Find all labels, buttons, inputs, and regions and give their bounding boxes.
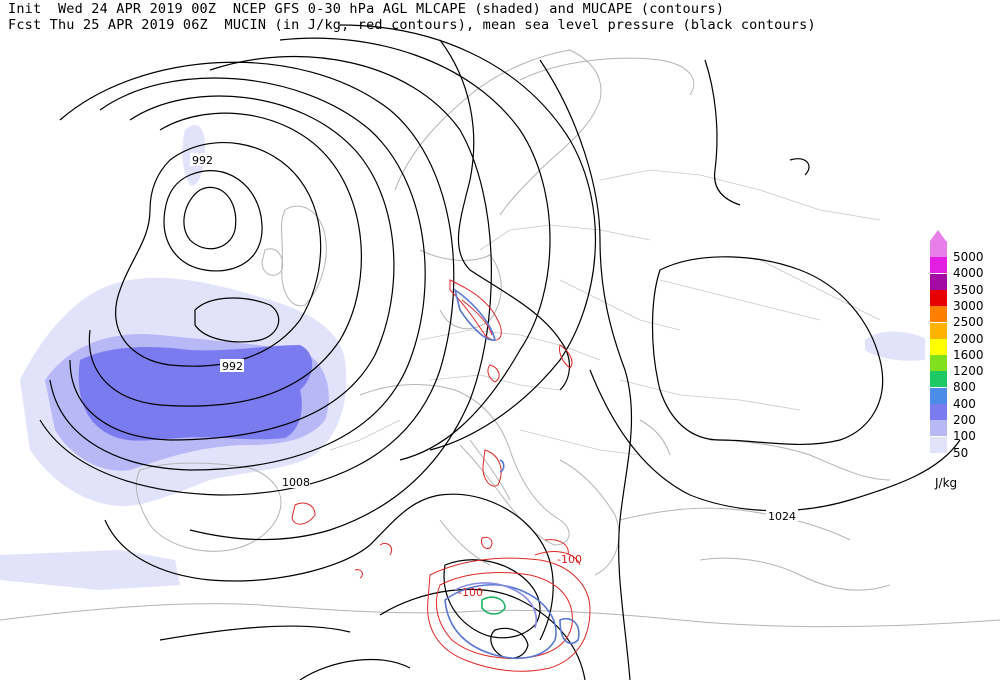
country-borders	[329, 169, 881, 456]
legend-item: 50	[930, 436, 1000, 460]
legend-label: 3500	[953, 282, 984, 297]
map-header-forecast: Fcst Thu 25 APR 2019 06Z MUCIN (in J/kg,…	[8, 17, 816, 33]
legend-max-arrow	[930, 230, 946, 241]
legend-item: 1600	[930, 338, 1000, 362]
legend-item: 200	[930, 404, 1000, 427]
legend-item: 3000	[930, 289, 1000, 313]
legend-label: 3000	[953, 298, 984, 313]
legend-label: 5000	[953, 250, 984, 264]
legend-swatch	[930, 436, 947, 453]
legend-swatch	[930, 273, 947, 290]
legend-label: 2000	[953, 331, 984, 346]
legend-item: 4000	[930, 257, 1000, 280]
legend-label: 800	[953, 380, 976, 395]
mucin-label: -100	[557, 553, 582, 566]
isobar-label: 992	[222, 360, 243, 373]
legend-swatch	[930, 289, 947, 306]
cape-50-area	[0, 550, 180, 590]
legend-label: 4000	[953, 266, 984, 281]
legend-item: 2000	[930, 322, 1000, 346]
legend-units: J/kg	[935, 476, 958, 490]
legend-swatch	[930, 338, 947, 355]
isobar-label: 1024	[768, 510, 796, 523]
legend-item: 800	[930, 371, 1000, 394]
mucin-contours	[291, 279, 591, 672]
mucape-contours	[444, 288, 580, 660]
map-header-init: Init Wed 24 APR 2019 00Z NCEP GFS 0-30 h…	[8, 1, 725, 17]
isobars	[39, 24, 961, 680]
coastlines	[0, 49, 1000, 628]
legend-item: 2500	[930, 306, 1000, 329]
isobar-label: 1008	[282, 476, 310, 489]
legend-item: 100	[930, 420, 1000, 443]
legend-swatch	[930, 404, 947, 420]
legend-label: 200	[953, 413, 976, 427]
legend-swatch	[930, 420, 947, 437]
legend-swatch	[930, 322, 947, 339]
legend-item: 3500	[930, 273, 1000, 297]
legend-item: 5000	[930, 241, 1000, 264]
legend-label: 100	[953, 429, 976, 444]
legend-swatch	[930, 387, 947, 404]
cape-200-area	[78, 345, 313, 441]
legend-swatch	[930, 355, 947, 372]
legend-swatch	[930, 371, 947, 388]
legend-label: 50	[953, 445, 969, 460]
isobar-labels: 992 992 1008 1024	[190, 153, 798, 523]
legend-item: 1200	[930, 355, 1000, 378]
legend-label: 2500	[953, 315, 984, 330]
legend-swatch	[930, 306, 947, 323]
legend-label: 1600	[953, 347, 984, 362]
legend-item: 400	[930, 387, 1000, 411]
mucin-label: -100	[458, 586, 483, 599]
legend-label: 400	[953, 396, 976, 411]
isobar-label: 992	[192, 154, 213, 167]
cape-50-area	[189, 299, 271, 331]
legend-label: 1200	[953, 364, 984, 379]
legend-swatch	[930, 257, 947, 274]
legend-swatch	[930, 241, 947, 257]
mucin-labels: -100 -100	[458, 553, 582, 599]
cape-50-area	[865, 331, 925, 361]
